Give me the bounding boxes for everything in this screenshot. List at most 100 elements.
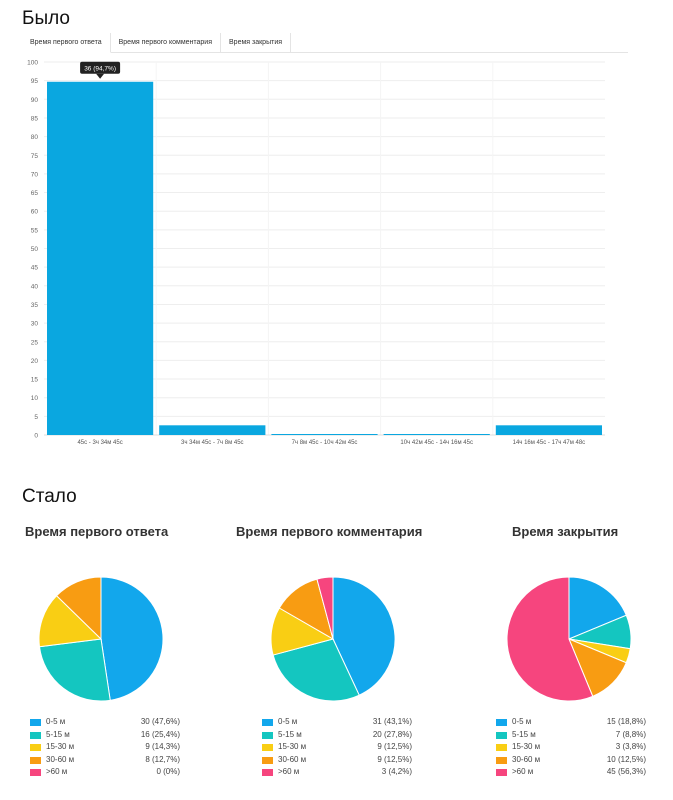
legend-value: 9 (12,5%) — [377, 742, 412, 751]
legend-item: 0-5 м 15 (18,8%) — [496, 716, 646, 729]
y-tick-label: 90 — [31, 97, 39, 104]
legend-swatch — [496, 744, 507, 751]
x-tick-label: 45с - 3ч 34м 45с — [77, 440, 122, 446]
tab-first-comment[interactable]: Время первого комментария — [110, 33, 222, 52]
pie-chart-closing-time — [506, 576, 632, 702]
legend-first-response: 0-5 м 30 (47,6%) 5-15 м 16 (25,4%) 15-30 м 9 … — [30, 716, 180, 779]
x-tick-label: 7ч 8м 45с - 10ч 42м 45с — [292, 440, 358, 446]
legend-item: 15-30 м 9 (14,3%) — [30, 741, 180, 754]
bar-chart: 0 5 10 15 20 25 30 35 40 45 50 55 60 65 70 75 80 85 90 95 10… — [27, 60, 605, 446]
legend-item: >60 м 45 (56,3%) — [496, 766, 646, 779]
legend-label: 0-5 м — [46, 717, 66, 726]
legend-label: 5-15 м — [46, 729, 70, 739]
x-tick-label: 14ч 16м 45с - 17ч 47м 48с — [513, 440, 586, 446]
legend-label: 30-60 м — [512, 754, 541, 764]
legend-label: 5-15 м — [512, 729, 536, 739]
bar — [383, 434, 490, 435]
legend-value: 10 (12,5%) — [606, 754, 646, 764]
legend-item: 5-15 м 16 (25,4%) — [30, 729, 180, 742]
legend-label: 0-5 м — [512, 717, 532, 726]
legend-swatch — [262, 719, 273, 726]
y-tick-label: 55 — [31, 227, 39, 234]
legend-label: 15-30 м — [278, 742, 307, 751]
y-tick-label: 70 — [31, 171, 39, 178]
x-tick-label: 3ч 34м 45с - 7ч 8м 45с — [181, 440, 244, 446]
y-tick-label: 100 — [27, 60, 38, 67]
legend-swatch — [496, 719, 507, 726]
legend-item: 5-15 м 7 (8,8%) — [496, 729, 646, 742]
bar — [271, 434, 378, 435]
pie-slice — [568, 576, 627, 640]
after-heading: Стало — [22, 486, 77, 507]
legend-swatch — [30, 719, 41, 726]
pie-slice — [38, 638, 111, 702]
legend-item: 30-60 м 10 (12,5%) — [496, 754, 646, 767]
legend-value: 7 (8,8%) — [615, 729, 646, 739]
legend-item: 5-15 м 20 (27,8%) — [262, 729, 412, 742]
legend-swatch — [496, 756, 507, 764]
tab-closing-time[interactable]: Время закрытия — [221, 33, 292, 52]
legend-item: 0-5 м 31 (43,1%) — [262, 716, 412, 729]
pie-chart-first-comment — [270, 576, 396, 702]
y-tick-label: 10 — [31, 395, 39, 402]
legend-value: 45 (56,3%) — [606, 767, 646, 776]
pie-slice — [272, 638, 360, 702]
tab-bar: Время первого ответа Время первого комме… — [22, 33, 628, 53]
legend-label: 0-5 м — [278, 717, 298, 726]
tab-first-response[interactable]: Время первого ответа — [22, 33, 111, 53]
legend-label: >60 м — [512, 767, 534, 776]
legend-value: 3 (3,8%) — [615, 742, 646, 751]
legend-first-comment: 0-5 м 31 (43,1%) 5-15 м 20 (27,8%) 15-30 м 9 … — [262, 716, 412, 779]
legend-value: 31 (43,1%) — [372, 717, 412, 726]
y-tick-label: 0 — [34, 433, 38, 440]
legend-value: 9 (14,3%) — [145, 742, 180, 751]
pie-slice — [38, 595, 103, 648]
legend-value: 9 (12,5%) — [377, 754, 412, 764]
y-tick-label: 85 — [31, 115, 39, 122]
y-tick-label: 20 — [31, 358, 39, 365]
legend-label: 15-30 м — [46, 742, 75, 751]
legend-closing-time: 0-5 м 15 (18,8%) 5-15 м 7 (8,8%) 15-30 м 3 (3… — [496, 716, 646, 779]
x-tick-label: 10ч 42м 45с - 14ч 16м 45с — [400, 440, 473, 446]
pie-slice — [100, 576, 164, 701]
y-tick-label: 30 — [31, 321, 39, 328]
legend-item: 15-30 м 3 (3,8%) — [496, 741, 646, 754]
legend-value: 0 (0%) — [156, 767, 180, 776]
legend-label: 5-15 м — [278, 729, 302, 739]
y-tick-label: 95 — [31, 78, 39, 85]
y-tick-label: 25 — [31, 339, 39, 346]
legend-swatch — [262, 731, 273, 739]
pie-title-closing-time: Время закрытия — [512, 524, 619, 539]
legend-swatch — [30, 769, 41, 776]
tooltip-label: 36 (94,7%) — [84, 65, 116, 72]
y-tick-label: 5 — [34, 414, 38, 421]
legend-label: 30-60 м — [46, 754, 75, 764]
legend-swatch — [496, 731, 507, 739]
pie-chart-first-response — [38, 576, 164, 702]
pie-title-first-comment: Время первого комментария — [236, 524, 423, 539]
tooltip-pointer — [96, 73, 105, 79]
legend-label: 30-60 м — [278, 754, 307, 764]
legend-swatch — [30, 756, 41, 764]
bar — [47, 81, 154, 436]
legend-item: >60 м 0 (0%) — [30, 766, 180, 779]
legend-swatch — [496, 769, 507, 776]
legend-item: 30-60 м 8 (12,7%) — [30, 754, 180, 767]
y-tick-label: 65 — [31, 190, 39, 197]
y-tick-label: 35 — [31, 302, 39, 309]
legend-swatch — [262, 756, 273, 764]
legend-item: 30-60 м 9 (12,5%) — [262, 754, 412, 767]
y-tick-label: 45 — [31, 265, 39, 272]
legend-swatch — [262, 744, 273, 751]
legend-value: 3 (4,2%) — [381, 767, 412, 776]
tooltip-box — [80, 61, 121, 74]
bar — [159, 425, 266, 435]
y-tick-label: 15 — [31, 377, 39, 384]
y-tick-label: 80 — [31, 134, 39, 141]
pie-slice — [332, 576, 396, 696]
pie-slice — [55, 576, 102, 641]
legend-value: 30 (47,6%) — [140, 717, 180, 726]
legend-value: 20 (27,8%) — [372, 729, 412, 739]
y-tick-label: 75 — [31, 153, 39, 160]
legend-item: 0-5 м 30 (47,6%) — [30, 716, 180, 729]
